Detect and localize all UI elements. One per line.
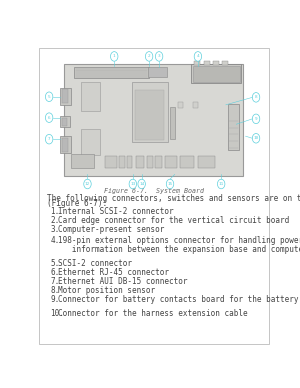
Text: SCSI-2 connector: SCSI-2 connector	[58, 259, 132, 268]
Bar	[60, 116, 70, 127]
Text: Ethernet RJ-45 connector: Ethernet RJ-45 connector	[58, 268, 170, 277]
Bar	[228, 104, 239, 150]
Circle shape	[45, 134, 53, 144]
Circle shape	[252, 93, 260, 102]
Bar	[71, 154, 94, 168]
Text: 5.: 5.	[50, 259, 59, 268]
Text: 12: 12	[85, 182, 90, 186]
Circle shape	[45, 92, 53, 102]
Text: 5: 5	[48, 95, 50, 99]
Text: Connector for battery contacts board for the battery charger: Connector for battery contacts board for…	[58, 295, 300, 304]
Circle shape	[129, 179, 136, 189]
Circle shape	[110, 52, 118, 61]
Circle shape	[252, 114, 260, 124]
Text: 3.: 3.	[50, 225, 59, 234]
Bar	[204, 61, 210, 65]
Bar	[136, 156, 145, 168]
Text: 2.: 2.	[50, 216, 59, 225]
Text: 6.: 6.	[50, 268, 59, 277]
Circle shape	[84, 179, 91, 189]
Text: 1.: 1.	[50, 207, 59, 216]
Circle shape	[68, 70, 72, 75]
Circle shape	[218, 179, 225, 189]
Text: Connector for the harness extension cable: Connector for the harness extension cabl…	[58, 310, 248, 319]
Bar	[222, 61, 228, 65]
Bar	[62, 89, 68, 103]
Bar	[64, 64, 243, 176]
Text: (Figure 6-7):: (Figure 6-7):	[47, 199, 107, 208]
Bar	[147, 156, 153, 168]
Bar	[193, 66, 240, 81]
Text: Computer-present sensor: Computer-present sensor	[58, 225, 165, 234]
Circle shape	[194, 52, 202, 61]
Text: 9.: 9.	[50, 295, 59, 304]
Text: The following connectors, switches and sensors are on the system board: The following connectors, switches and s…	[47, 194, 300, 203]
Bar	[80, 82, 100, 111]
Text: 2: 2	[148, 54, 150, 59]
Text: Figure 6-7.  System Board: Figure 6-7. System Board	[104, 187, 204, 194]
Text: 198-pin external options connector for handling power and signal: 198-pin external options connector for h…	[58, 236, 300, 245]
Bar	[60, 88, 71, 105]
Text: 4: 4	[196, 54, 199, 59]
Circle shape	[146, 52, 153, 61]
Circle shape	[155, 52, 163, 61]
Bar	[213, 61, 219, 65]
Text: 8.: 8.	[50, 286, 59, 295]
Bar	[170, 107, 175, 139]
Circle shape	[166, 179, 174, 189]
Bar	[60, 136, 71, 153]
Text: 6: 6	[48, 116, 50, 120]
Text: Card edge connector for the vertical circuit board: Card edge connector for the vertical cir…	[58, 216, 290, 225]
Circle shape	[45, 113, 53, 123]
Text: Motor position sensor: Motor position sensor	[58, 286, 156, 295]
Circle shape	[252, 133, 260, 143]
Bar	[62, 118, 68, 126]
Text: Internal SCSI-2 connector: Internal SCSI-2 connector	[58, 207, 174, 216]
Circle shape	[138, 179, 146, 189]
Circle shape	[68, 158, 72, 164]
Bar	[119, 156, 125, 168]
Text: 1: 1	[113, 54, 116, 59]
Bar	[155, 156, 162, 168]
Text: 3: 3	[158, 54, 160, 59]
Text: 13: 13	[130, 182, 136, 186]
Text: 7.: 7.	[50, 277, 59, 286]
Bar	[105, 156, 116, 168]
Text: Ethernet AUI DB-15 connector: Ethernet AUI DB-15 connector	[58, 277, 188, 286]
Bar	[165, 156, 177, 168]
Text: 4.: 4.	[50, 236, 59, 245]
Bar	[132, 82, 168, 142]
Bar	[178, 102, 183, 108]
Bar	[193, 102, 198, 108]
Text: 11: 11	[218, 182, 224, 186]
Text: 9: 9	[255, 117, 257, 121]
Bar	[127, 156, 132, 168]
Bar	[148, 67, 167, 77]
Bar	[198, 156, 215, 168]
Bar	[74, 67, 149, 78]
Bar	[191, 64, 241, 83]
Text: 10.: 10.	[50, 310, 64, 319]
Text: information between the expansion base and computer: information between the expansion base a…	[58, 245, 300, 254]
Bar	[194, 61, 200, 65]
Text: 15: 15	[167, 182, 173, 186]
Bar	[135, 90, 164, 140]
Text: 14: 14	[139, 182, 144, 186]
Text: 8: 8	[255, 95, 257, 99]
Bar	[80, 129, 100, 156]
Text: 7: 7	[48, 137, 50, 141]
Bar	[62, 137, 68, 152]
Bar	[181, 156, 194, 168]
Bar	[169, 162, 172, 166]
Circle shape	[137, 155, 149, 170]
Text: 10: 10	[254, 136, 259, 140]
